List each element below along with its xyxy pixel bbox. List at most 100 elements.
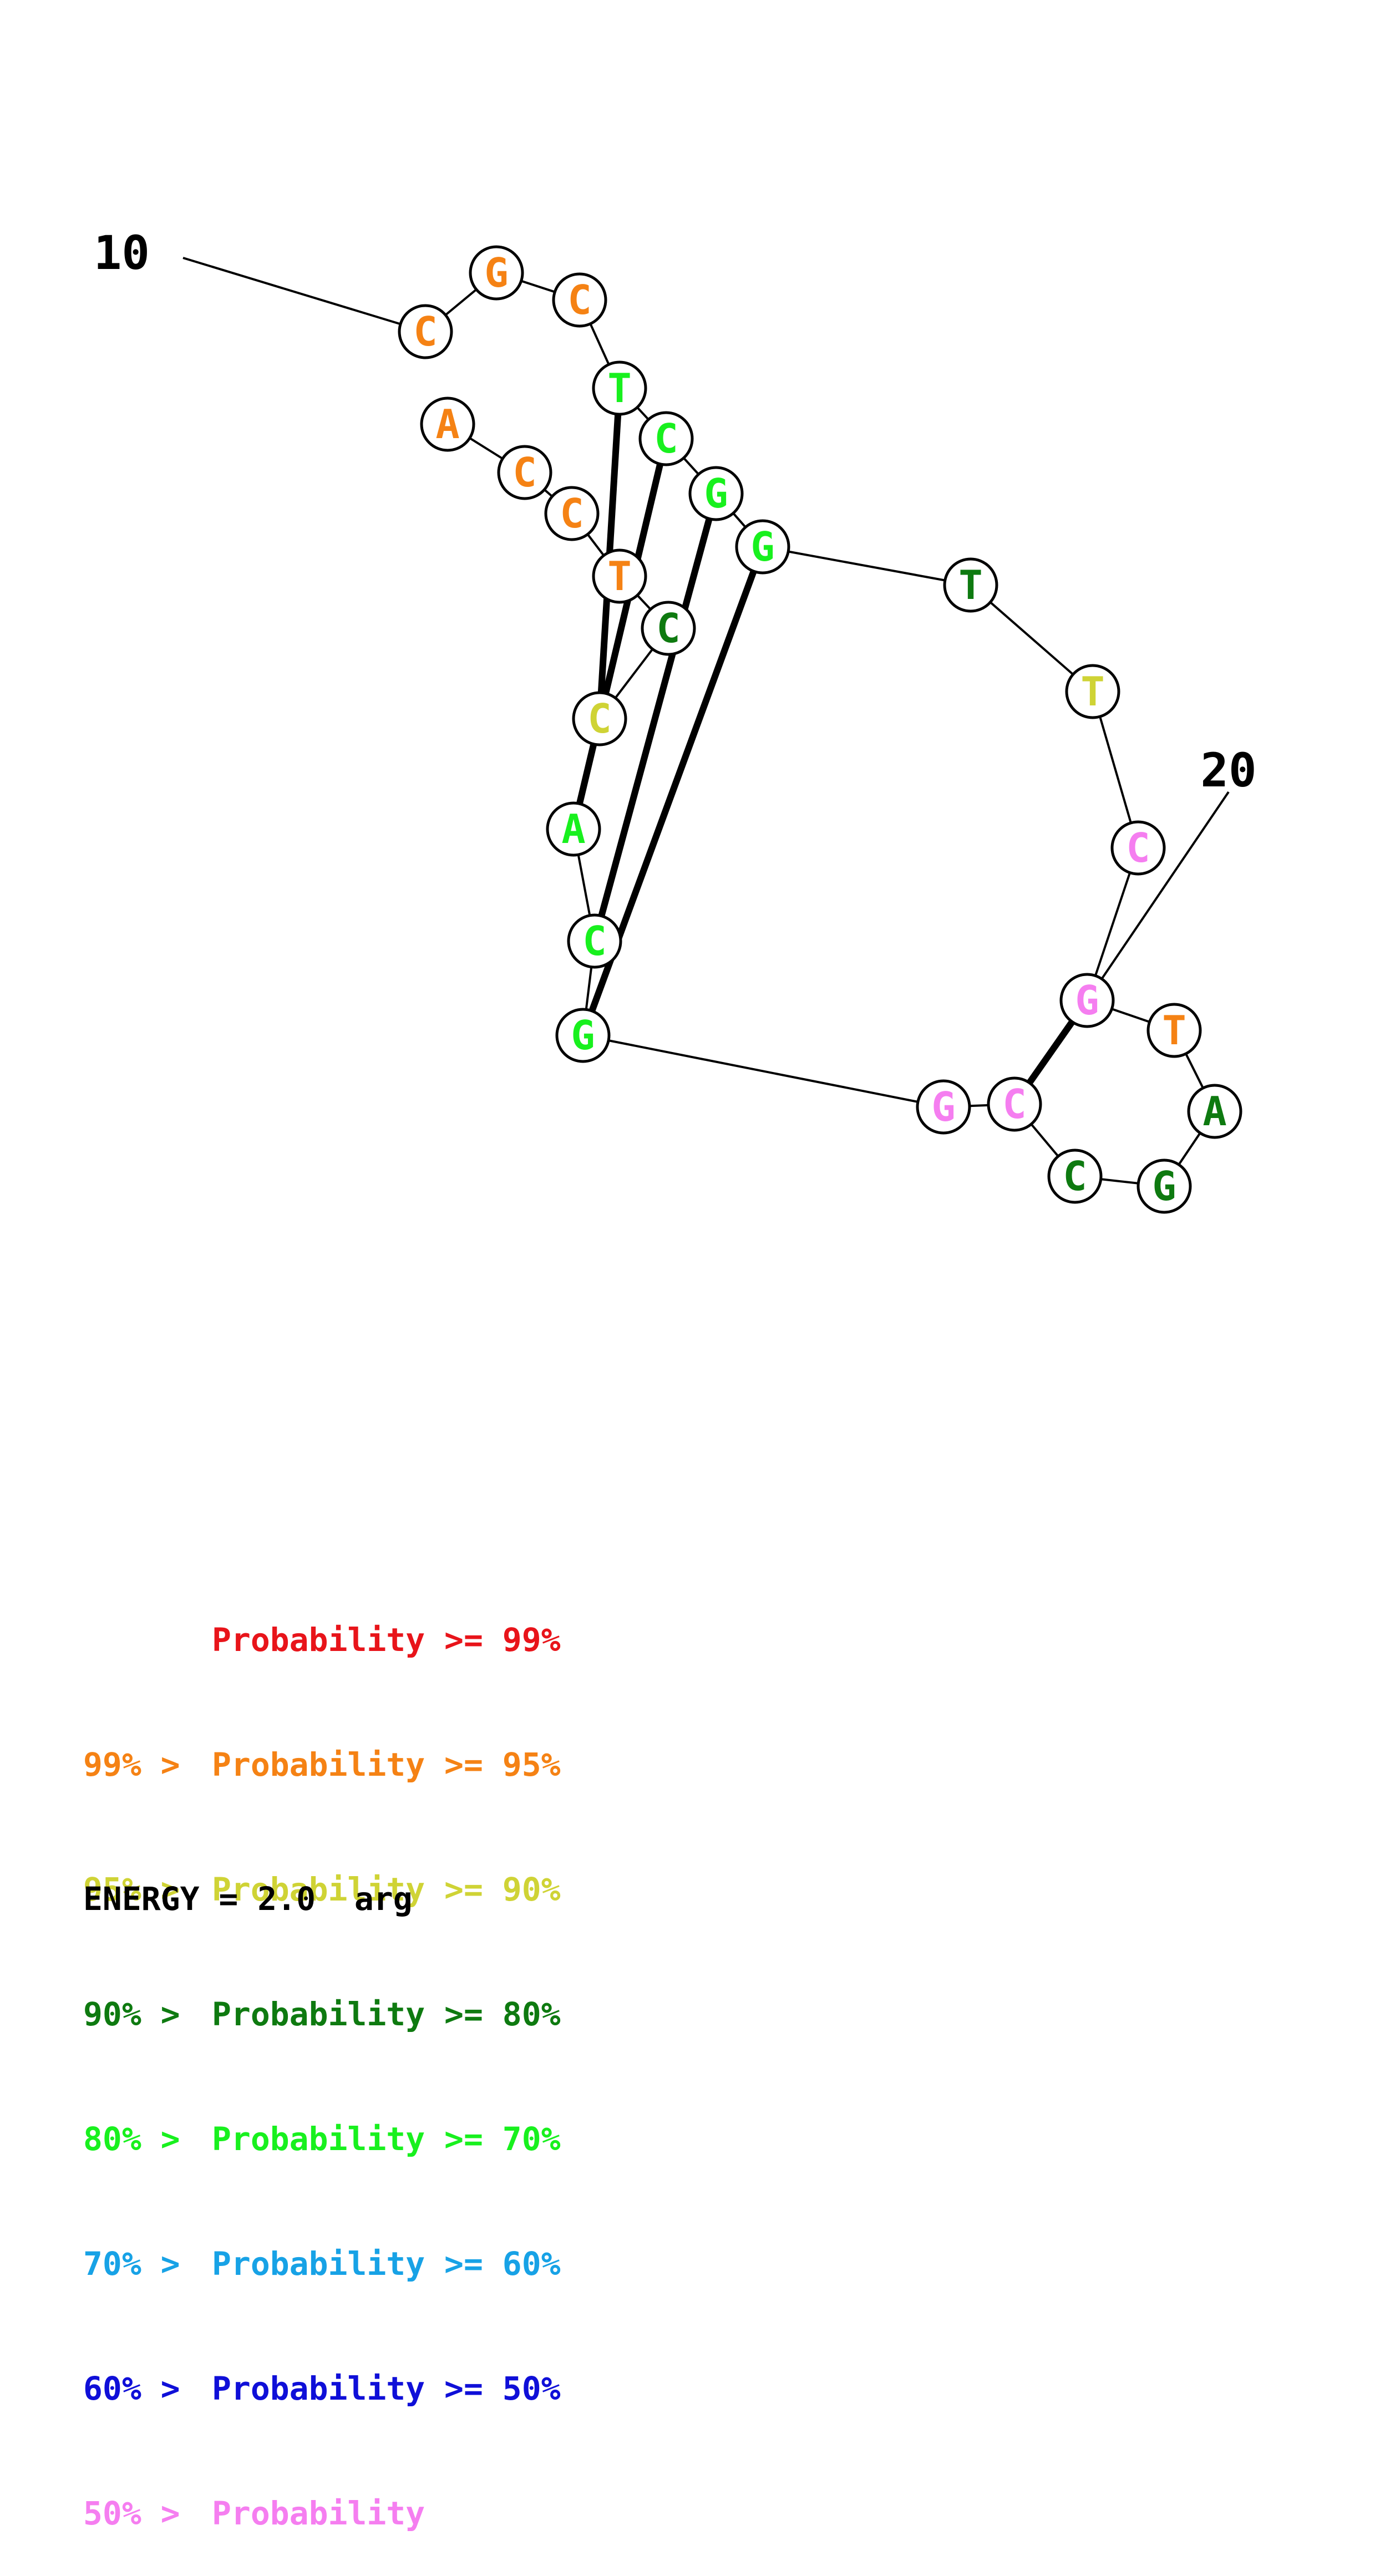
nucleotide-letter: C: [1002, 1081, 1026, 1127]
nucleotide-circle: [497, 445, 552, 500]
nucleotide-letter: C: [587, 695, 611, 742]
nucleotide-letter: T: [607, 365, 631, 411]
nucleotide-circle: [1146, 1003, 1202, 1058]
nucleotide-letter: C: [582, 918, 606, 964]
nucleotide: C: [567, 913, 622, 969]
legend-row: Probability >= 99%: [83, 1619, 561, 1661]
nucleotide-letter: G: [704, 470, 728, 517]
legend-row-label: Probability >= 80%: [212, 1995, 561, 2033]
nucleotide: G: [735, 519, 790, 575]
position-labels: 10 20: [94, 226, 1257, 1002]
probability-legend: Probability >= 99% 99% > Probability >= …: [83, 1536, 561, 2576]
nucleotide-circle: [1059, 973, 1115, 1028]
nucleotide-circle: [735, 519, 790, 575]
nucleotide-letter: C: [656, 605, 680, 652]
nucleotide-circle: [1047, 1149, 1103, 1204]
legend-row-prefix: 50% >: [83, 2494, 200, 2532]
legend-row: 50% > Probability: [83, 2493, 561, 2534]
legend-row: 80% > Probability >= 70%: [83, 2118, 561, 2160]
nucleotide-circle: [638, 411, 694, 466]
nucleotide-circle: [641, 601, 696, 656]
nucleotide-letter: T: [958, 562, 982, 608]
nucleotide-circle: [592, 548, 647, 604]
nucleotide-circle: [567, 913, 622, 969]
nucleotide-circle: [398, 304, 453, 359]
nucleotide: G: [469, 245, 524, 301]
nucleotide: C: [641, 601, 696, 656]
nucleotide-circle: [1110, 820, 1166, 876]
nucleotide-letter: C: [1126, 825, 1150, 871]
legend-row-label: Probability >= 50%: [212, 2370, 561, 2407]
nucleotide-letter: G: [750, 524, 774, 570]
legend-row-label: Probability >= 60%: [212, 2245, 561, 2283]
legend-row-label: Probability >= 95%: [212, 1746, 561, 1784]
nucleotide-letter: A: [435, 401, 459, 448]
nucleotide-circle: [943, 557, 998, 613]
nucleotide-circle: [546, 801, 601, 857]
nucleotide: A: [1187, 1084, 1242, 1139]
nucleotide-letter: C: [654, 415, 678, 462]
nucleotide-circle: [469, 245, 524, 301]
legend-row-label: Probability >= 99%: [212, 1621, 561, 1659]
legend-row: 95% > Probability >= 90%: [83, 1869, 561, 1911]
legend-row-prefix: 60% >: [83, 2370, 200, 2407]
legend-row-prefix: 95% >: [83, 1871, 200, 1908]
nucleotide: C: [1110, 820, 1166, 876]
nucleotide-letter: C: [513, 449, 536, 496]
nucleotide: C: [638, 411, 694, 466]
nucleotide-letter: A: [1203, 1088, 1226, 1135]
nucleotide-circle: [572, 691, 627, 746]
nucleotide: G: [688, 466, 744, 521]
position-label-leader: [182, 257, 426, 333]
nucleotide: C: [572, 691, 627, 746]
legend-row: 60% > Probability >= 50%: [83, 2368, 561, 2410]
nucleotide: G: [1136, 1159, 1192, 1214]
nucleotide-letter: T: [1162, 1007, 1186, 1054]
nucleotide-letter: A: [561, 806, 585, 852]
nucleotide-circle: [555, 1008, 611, 1063]
nucleotide-letter: G: [931, 1084, 955, 1130]
base-pair-bond: [591, 492, 719, 942]
legend-row-prefix: 99% >: [83, 1746, 200, 1784]
legend-row-prefix: 90% >: [83, 1995, 200, 2033]
nucleotide-letter: G: [571, 1012, 595, 1059]
base-pair-bonds: [570, 388, 1090, 1106]
nucleotide-circle: [1187, 1084, 1242, 1139]
legend-row-label: Probability: [212, 2494, 425, 2532]
legend-row: 90% > Probability >= 80%: [83, 1994, 561, 2035]
nucleotide-circle: [1136, 1159, 1192, 1214]
nucleotide: C: [1047, 1149, 1103, 1204]
backbone-segment: [762, 546, 971, 586]
nucleotide-circle: [1065, 664, 1120, 719]
nucleotide-letter: G: [484, 250, 508, 296]
nucleotide: C: [497, 445, 552, 500]
legend-row-prefix: 70% >: [83, 2245, 200, 2283]
legend-row: 99% > Probability >= 95%: [83, 1744, 561, 1786]
nucleotide-circle: [544, 486, 600, 541]
backbone-segment: [582, 1034, 944, 1108]
nucleotide: C: [398, 304, 453, 359]
nucleotide: T: [943, 557, 998, 613]
nucleotide: A: [546, 801, 601, 857]
nucleotide: C: [987, 1076, 1042, 1132]
nucleotide-letter: T: [1080, 668, 1104, 715]
nucleotide-letter: C: [1063, 1153, 1087, 1200]
nucleotide: C: [552, 272, 607, 328]
nucleotide-circle: [552, 272, 607, 328]
nucleotide-letter: G: [1152, 1163, 1176, 1210]
nucleotide: G: [555, 1008, 611, 1063]
base-pair-bond: [570, 438, 669, 830]
nucleotide-circle: [688, 466, 744, 521]
energy-label: ENERGY = 2.0 arg: [83, 1880, 413, 1918]
position-label-leader: [1086, 791, 1230, 1002]
nucleotide: G: [916, 1079, 971, 1135]
position-label: 20: [1200, 743, 1256, 797]
nucleotide-letter: T: [607, 553, 631, 599]
nucleotide: G: [1059, 973, 1115, 1028]
legend-row-label: Probability >= 90%: [212, 1871, 561, 1908]
nucleotide-circle: [987, 1076, 1042, 1132]
position-label: 10: [94, 226, 150, 280]
legend-row-label: Probability >= 70%: [212, 2120, 561, 2158]
